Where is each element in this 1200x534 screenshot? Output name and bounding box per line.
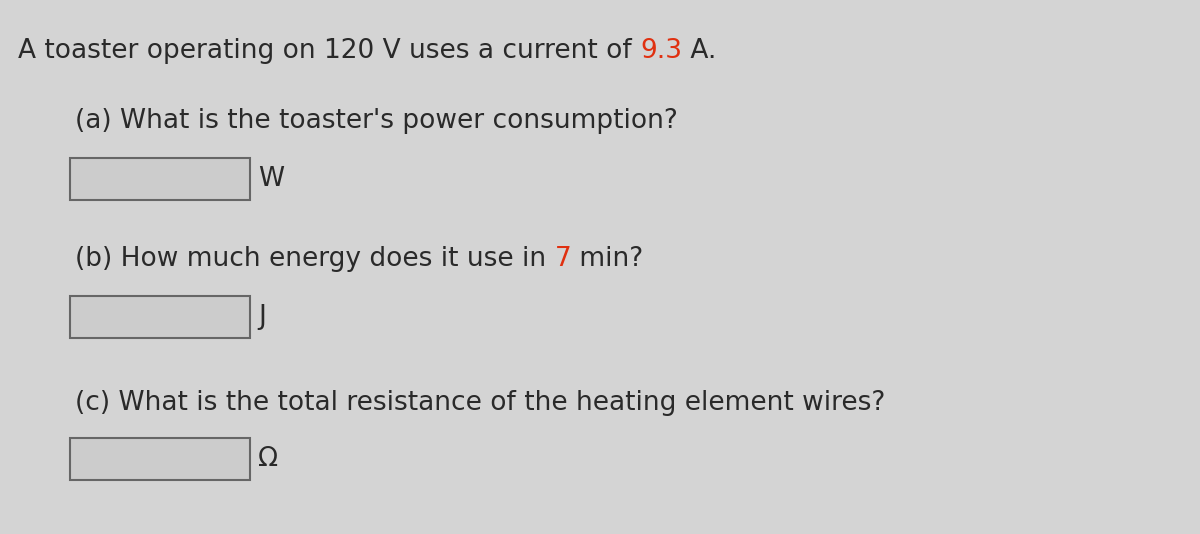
Bar bbox=[70, 296, 250, 338]
Text: Ω: Ω bbox=[258, 446, 278, 472]
Text: 7: 7 bbox=[554, 246, 571, 272]
Text: A toaster operating on 120 V uses a current of: A toaster operating on 120 V uses a curr… bbox=[18, 38, 640, 64]
Text: (b) How much energy does it use in: (b) How much energy does it use in bbox=[74, 246, 554, 272]
Text: J: J bbox=[258, 304, 266, 330]
Text: 9.3: 9.3 bbox=[640, 38, 682, 64]
Text: (c) What is the total resistance of the heating element wires?: (c) What is the total resistance of the … bbox=[74, 390, 886, 416]
Bar bbox=[70, 438, 250, 480]
Text: (a) What is the toaster's power consumption?: (a) What is the toaster's power consumpt… bbox=[74, 108, 678, 134]
Bar bbox=[70, 158, 250, 200]
Text: W: W bbox=[258, 166, 284, 192]
Text: A.: A. bbox=[682, 38, 716, 64]
Text: min?: min? bbox=[571, 246, 643, 272]
